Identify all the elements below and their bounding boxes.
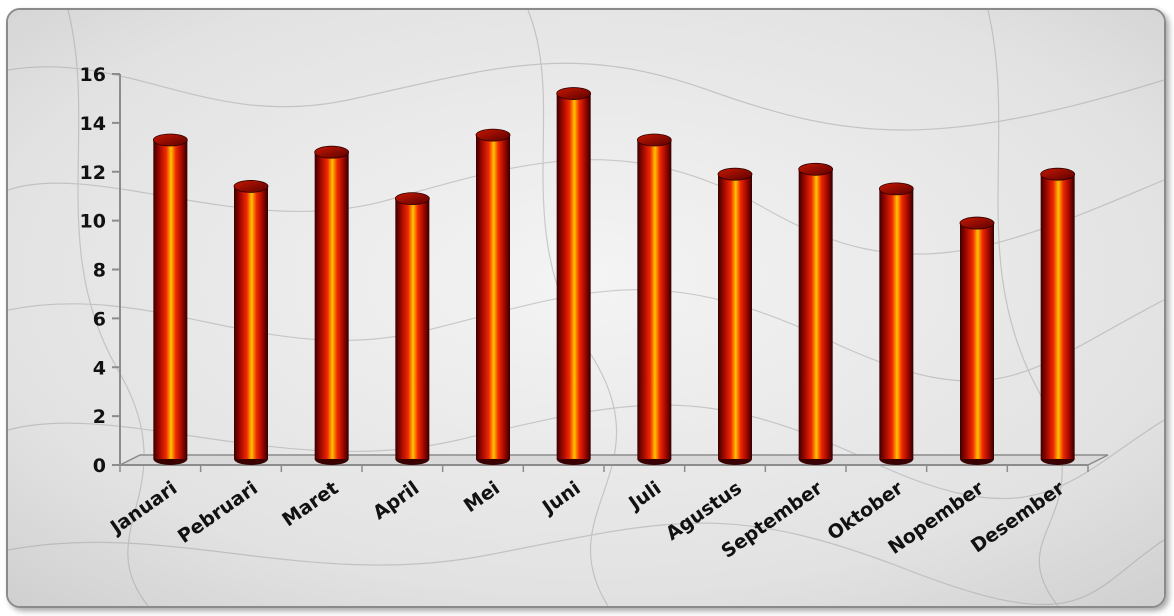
bar-top bbox=[394, 192, 430, 206]
bar-body bbox=[314, 152, 349, 459]
y-tick-label: 0 bbox=[93, 455, 106, 477]
bar-top bbox=[959, 216, 995, 230]
bar-body bbox=[879, 188, 914, 459]
bar-body bbox=[1040, 174, 1075, 459]
bar-top bbox=[878, 182, 914, 196]
bar bbox=[878, 182, 914, 465]
bar bbox=[1040, 167, 1076, 465]
bar-body bbox=[718, 174, 752, 459]
floor-plane bbox=[119, 454, 1109, 466]
bar bbox=[636, 133, 672, 465]
chart-frame: 0 2 4 6 8 10 12 14 16 Januari Pebruari Maret April M… bbox=[6, 8, 1166, 608]
bar-body bbox=[395, 198, 430, 459]
y-tick-label: 4 bbox=[93, 357, 106, 379]
y-tick-label: 16 bbox=[80, 64, 106, 86]
bar-body bbox=[234, 186, 268, 459]
bar-top bbox=[233, 180, 269, 193]
y-tick-label: 12 bbox=[80, 162, 106, 184]
bar bbox=[556, 87, 592, 465]
bar-body bbox=[960, 223, 994, 459]
bar-body bbox=[153, 139, 188, 459]
bar bbox=[394, 192, 430, 465]
bar bbox=[314, 145, 350, 465]
bar-top bbox=[717, 167, 753, 181]
y-tick-label: 14 bbox=[80, 113, 106, 135]
bar-top bbox=[556, 87, 592, 100]
bar bbox=[798, 162, 834, 465]
bar-top bbox=[1040, 167, 1076, 181]
y-axis-ticks: 0 2 4 6 8 10 12 14 16 bbox=[80, 64, 120, 477]
bar bbox=[233, 180, 269, 465]
bar bbox=[717, 167, 753, 465]
bar-top bbox=[314, 145, 350, 159]
bars bbox=[152, 87, 1076, 465]
axes bbox=[119, 74, 1109, 472]
bar-body bbox=[476, 135, 510, 459]
y-tick-label: 8 bbox=[93, 260, 106, 282]
bar-body bbox=[637, 139, 672, 459]
bar-top bbox=[636, 133, 672, 147]
bar-top bbox=[798, 162, 834, 176]
bar bbox=[152, 133, 188, 465]
bar-top bbox=[475, 128, 511, 142]
bar-top bbox=[152, 133, 188, 147]
y-tick-label: 6 bbox=[93, 308, 106, 330]
y-tick-label: 10 bbox=[80, 211, 106, 233]
bar-body bbox=[798, 169, 833, 459]
bar bbox=[959, 216, 995, 465]
y-tick-label: 2 bbox=[93, 406, 106, 428]
bar bbox=[475, 128, 511, 465]
bar-body bbox=[556, 93, 591, 460]
